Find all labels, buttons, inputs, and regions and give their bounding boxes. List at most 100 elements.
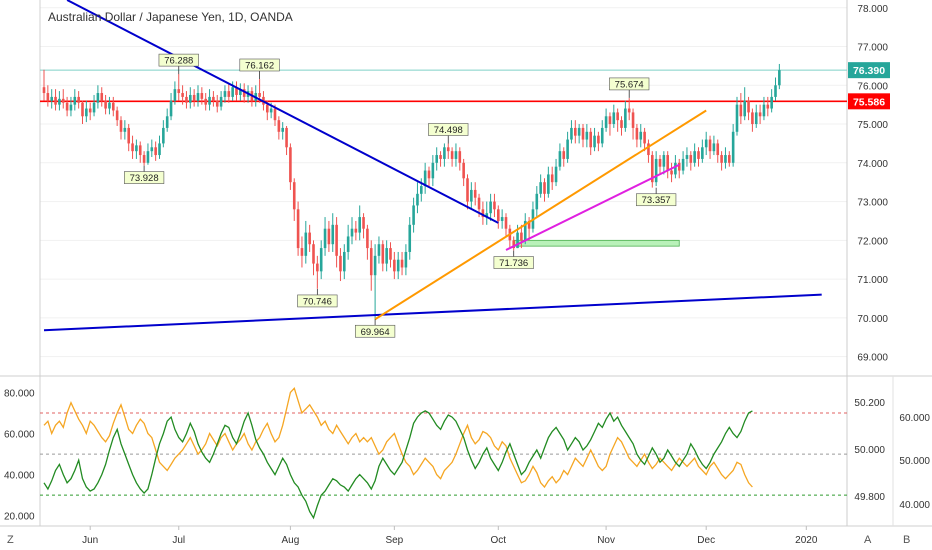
- candle-body: [624, 108, 627, 128]
- candle-body: [635, 127, 639, 140]
- candle-body: [470, 189, 473, 202]
- candle-body: [296, 209, 300, 249]
- time-tick-label: Aug: [282, 535, 300, 546]
- candle-body: [231, 87, 234, 97]
- time-tick-label: Jun: [82, 535, 98, 546]
- price-tick-label: 73.000: [857, 198, 888, 209]
- candle-body: [720, 155, 723, 163]
- trendline-orange_up: [374, 109, 707, 321]
- candle-body: [481, 209, 485, 218]
- b-scale-button[interactable]: B: [903, 534, 910, 546]
- candle-body: [770, 96, 773, 109]
- point-label: 75.674: [615, 79, 644, 90]
- candle-body: [61, 98, 65, 103]
- candle-body: [504, 217, 508, 229]
- price-tag-label: 76.390: [853, 65, 885, 77]
- candle-body: [277, 120, 281, 132]
- candle-body: [570, 127, 573, 140]
- candle-body: [497, 209, 500, 221]
- osc-right-tick: 50.000: [899, 456, 930, 467]
- point-label: 73.357: [642, 195, 671, 206]
- candle-body: [608, 116, 612, 125]
- candle-body: [724, 155, 727, 163]
- candle-body: [554, 166, 558, 183]
- candle-body: [189, 94, 192, 103]
- candle-body: [212, 96, 215, 101]
- candle-body: [408, 224, 412, 252]
- candle-body: [150, 147, 154, 152]
- price-tick-label: 76.000: [857, 81, 888, 92]
- candle-body: [215, 100, 219, 107]
- price-tag-box: [848, 93, 890, 110]
- candle-body: [346, 236, 350, 252]
- trendlines[interactable]: [43, 0, 822, 332]
- candle-body: [350, 228, 354, 237]
- candle-body: [704, 139, 708, 148]
- candle-body: [204, 98, 207, 105]
- candle-body: [566, 139, 569, 159]
- candle-body: [735, 104, 739, 132]
- candle-body: [685, 155, 689, 159]
- support-zone[interactable]: [513, 239, 680, 247]
- point-label: 73.928: [130, 173, 159, 184]
- price-tick-label: 72.000: [857, 236, 888, 247]
- oscillator-axes: 80.000 60.000 40.000 20.000 50.200 50.000 49.8…: [4, 388, 930, 522]
- candle-body: [431, 162, 435, 179]
- point-label: 69.964: [361, 327, 390, 338]
- timezone-button[interactable]: Z: [7, 534, 14, 546]
- trendline-blue_support: [43, 293, 822, 332]
- candle-body: [670, 170, 673, 175]
- candle-body: [574, 127, 577, 136]
- candle-body: [385, 248, 388, 264]
- candle-body: [681, 158, 685, 171]
- candle-body: [369, 248, 373, 276]
- candle-body: [358, 217, 361, 233]
- auto-scale-button[interactable]: A: [864, 534, 872, 546]
- candle-body: [108, 102, 111, 109]
- candle-body: [666, 155, 669, 171]
- candle-body: [701, 147, 704, 159]
- price-tick-label: 71.000: [857, 275, 888, 286]
- candle-body: [527, 220, 531, 229]
- candle-body: [597, 135, 600, 144]
- osc-left-tick: 60.000: [4, 430, 35, 441]
- candle-body: [558, 151, 562, 167]
- time-tick-label: Oct: [491, 535, 507, 546]
- candle-body: [77, 96, 80, 103]
- price-tags: 76.390 75.586: [848, 62, 890, 110]
- price-tick-label: 69.000: [857, 353, 888, 364]
- candle-body: [550, 174, 554, 183]
- candle-body: [520, 232, 523, 241]
- candle-body: [516, 232, 519, 249]
- candle-body: [774, 85, 777, 97]
- candle-body: [300, 248, 304, 256]
- candle-body: [46, 93, 50, 101]
- candle-body: [239, 89, 242, 95]
- candle-body: [450, 151, 454, 159]
- price-axis[interactable]: 78.000 77.000 76.000 75.000 74.000 73.000 72.0…: [857, 4, 888, 364]
- candle-body: [674, 162, 677, 175]
- candle-body: [523, 220, 527, 241]
- candle-body: [112, 102, 115, 111]
- price-tick-label: 75.000: [857, 120, 888, 131]
- time-axis[interactable]: Jun Jul Aug Sep Oct Nov Dec 2020: [82, 526, 818, 546]
- candle-body: [458, 151, 462, 163]
- candle-body: [162, 127, 165, 144]
- osc-left-tick: 40.000: [4, 471, 35, 482]
- candle-body: [142, 155, 146, 163]
- candle-body: [731, 131, 735, 163]
- candle-body: [331, 224, 335, 245]
- point-label-box: [609, 77, 650, 91]
- candle-body: [693, 151, 696, 163]
- candle-body: [600, 127, 604, 144]
- candle-body: [146, 151, 150, 163]
- candle-body: [281, 127, 284, 132]
- candle-body: [258, 93, 261, 97]
- candles: [42, 63, 781, 320]
- candle-body: [123, 127, 127, 132]
- candle-body: [135, 145, 138, 152]
- point-label-box: [124, 171, 165, 184]
- candle-body: [446, 147, 450, 152]
